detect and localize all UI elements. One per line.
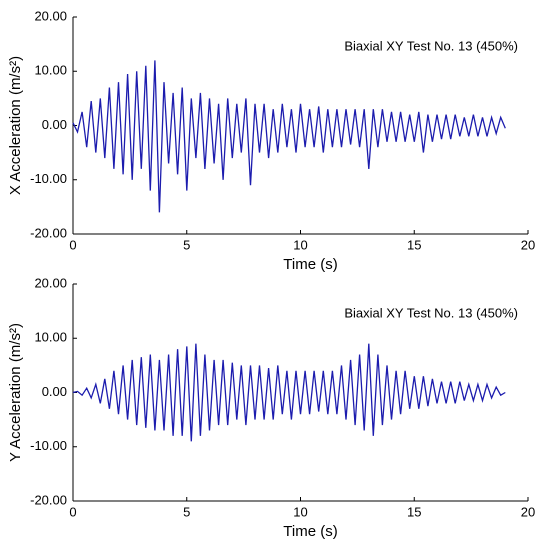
y-axis-label: X Acceleration (m/s²) xyxy=(7,56,24,195)
annotation: Biaxial XY Test No. 13 (450%) xyxy=(344,305,518,320)
y-tick-label: -20.00 xyxy=(30,225,67,240)
y-tick-label: -10.00 xyxy=(30,171,67,186)
y-tick-label: 20.00 xyxy=(34,275,67,290)
x-axis-label: Time (s) xyxy=(283,256,337,273)
y-tick-label: 10.00 xyxy=(34,63,67,78)
y-tick-label: -10.00 xyxy=(30,438,67,453)
y-axis-label: Y Acceleration (m/s²) xyxy=(7,323,24,462)
x-tick-label: 15 xyxy=(407,504,421,519)
x-tick-label: 5 xyxy=(183,504,190,519)
x-tick-label: 10 xyxy=(293,504,307,519)
x-tick-label: 10 xyxy=(293,237,307,252)
x-tick-label: 0 xyxy=(69,237,76,252)
y-tick-label: 0.00 xyxy=(42,384,67,399)
x-axis-label: Time (s) xyxy=(283,523,337,540)
x-tick-label: 20 xyxy=(521,237,535,252)
x-tick-label: 20 xyxy=(521,504,535,519)
data-line xyxy=(72,343,506,442)
annotation: Biaxial XY Test No. 13 (450%) xyxy=(344,38,518,53)
y-tick-label: 10.00 xyxy=(34,330,67,345)
x-tick-label: 5 xyxy=(183,237,190,252)
y-tick-label: 0.00 xyxy=(42,117,67,132)
x-tick-label: 0 xyxy=(69,504,76,519)
y-tick-label: 20.00 xyxy=(34,8,67,23)
y-tick-label: -20.00 xyxy=(30,492,67,507)
x-tick-label: 15 xyxy=(407,237,421,252)
data-line xyxy=(72,60,506,213)
